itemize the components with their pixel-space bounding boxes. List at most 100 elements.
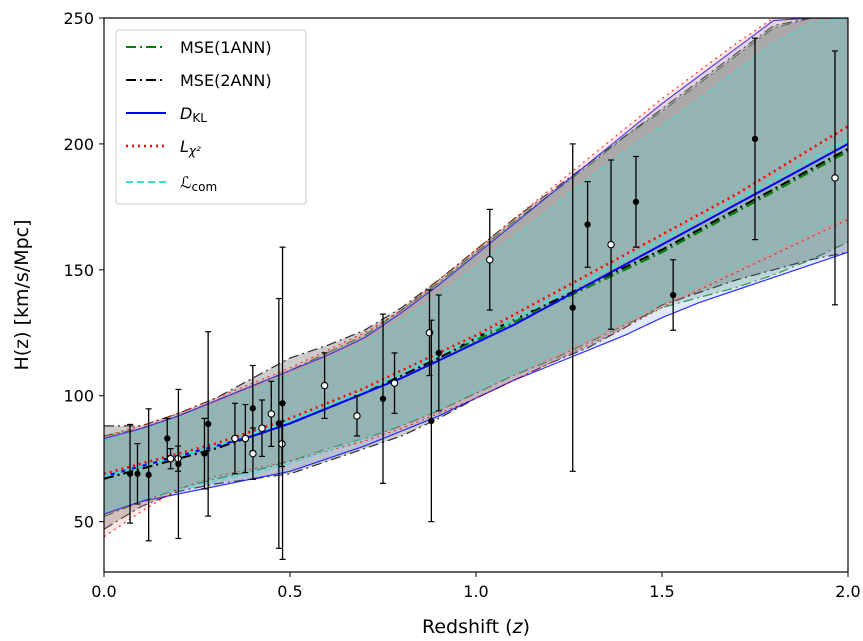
y-axis-ticks: 50 100 150 200 250: [63, 9, 104, 532]
legend: MSE(1ANN) MSE(2ANN) DKL Lχ² ℒcom: [115, 29, 307, 205]
data-point-10: [231, 402, 239, 475]
data-point-14: [258, 399, 266, 458]
data-marker: [435, 349, 442, 357]
band-3: [104, 18, 848, 515]
band-edge-3-upper: [104, 18, 848, 440]
series-line-2: [104, 148, 848, 480]
x-tick-label: 2.0: [835, 582, 860, 601]
y-tick-label: 50: [74, 513, 94, 532]
x-tick-label: 1.0: [463, 582, 488, 601]
data-marker: [258, 424, 266, 432]
data-marker: [320, 381, 329, 390]
data-point-30: [670, 259, 677, 331]
data-point-24: [428, 319, 435, 523]
band-4: [104, 18, 848, 537]
legend-label-lchi2: Lχ²: [180, 137, 201, 158]
data-point-33: [569, 143, 576, 472]
y-tick-label: 250: [63, 9, 94, 28]
data-point-23: [425, 289, 434, 377]
data-point-7: [175, 388, 182, 540]
data-marker: [201, 450, 208, 457]
data-point-21: [379, 313, 387, 484]
data-point-4: [164, 417, 171, 460]
data-marker: [670, 291, 677, 299]
data-point-2: [134, 442, 141, 505]
x-axis-ticks: 0.0 0.5 1.0 1.5 2.0: [91, 572, 861, 601]
band-2: [104, 18, 848, 530]
x-tick-label: 1.5: [649, 582, 674, 601]
data-marker: [134, 470, 141, 477]
data-point-27: [584, 181, 591, 268]
series-line-4: [104, 125, 848, 476]
band-edge-5-lower: [104, 213, 848, 513]
legend-label-mse2ann: MSE(2ANN): [180, 71, 272, 90]
data-marker: [249, 405, 256, 412]
data-marker: [231, 434, 239, 443]
data-point-8: [201, 417, 208, 490]
data-point-13: [249, 427, 257, 480]
x-tick-label: 0.0: [91, 582, 116, 601]
data-point-11: [241, 403, 250, 474]
data-point-15: [267, 380, 276, 447]
data-marker: [249, 449, 257, 458]
data-point-3: [145, 408, 152, 542]
data-marker: [379, 395, 387, 402]
observations: [126, 37, 839, 561]
data-point-19: [320, 352, 329, 419]
data-point-25: [435, 294, 442, 412]
data-point-5: [166, 448, 175, 470]
data-point-9: [205, 331, 212, 517]
band-edge-2-upper: [104, 18, 848, 427]
series-lines: [104, 125, 848, 480]
series-line-5: [104, 138, 848, 478]
band-edge-5-upper: [104, 18, 848, 442]
y-axis-title: H(z) [km/s/Mpc]: [11, 219, 33, 370]
legend-label-mse1ann: MSE(1ANN): [180, 38, 272, 57]
data-marker: [632, 198, 640, 205]
series-line-3: [104, 143, 848, 478]
data-point-22: [390, 352, 399, 414]
data-point-16: [275, 297, 282, 549]
data-marker: [390, 379, 399, 387]
data-marker: [353, 412, 361, 420]
data-marker: [607, 240, 615, 249]
data-marker: [569, 304, 576, 311]
data-point-29: [632, 155, 640, 248]
data-marker: [241, 434, 250, 443]
data-marker: [164, 435, 171, 442]
band-5: [104, 18, 848, 512]
y-tick-label: 150: [63, 261, 94, 280]
data-marker: [166, 454, 175, 463]
y-tick-label: 200: [63, 135, 94, 154]
data-marker: [267, 410, 276, 418]
confidence-bands: [104, 18, 848, 538]
data-point-28: [607, 159, 615, 330]
data-point-26: [486, 208, 494, 311]
data-point-1: [126, 423, 134, 524]
data-marker: [831, 174, 839, 182]
legend-box: [115, 29, 307, 205]
x-axis-title: Redshift (z): [422, 616, 530, 638]
data-marker: [126, 470, 134, 477]
data-marker: [145, 471, 152, 478]
data-marker: [751, 135, 759, 143]
legend-label-lcom: ℒcom: [180, 173, 217, 194]
band-edge-3-lower: [104, 251, 848, 515]
data-marker: [205, 420, 212, 428]
data-marker: [584, 221, 591, 228]
y-tick-label: 100: [63, 387, 94, 406]
data-marker: [279, 400, 286, 407]
x-tick-label: 0.5: [277, 582, 302, 601]
data-marker: [428, 417, 435, 425]
band-edge-2-lower: [104, 251, 848, 530]
data-marker: [486, 255, 494, 264]
legend-label-dkl: DKL: [180, 104, 207, 125]
band-edge-1-lower: [104, 241, 848, 518]
data-point-32: [831, 50, 839, 306]
data-point-20: [353, 395, 361, 437]
data-marker: [175, 460, 182, 468]
data-point-31: [751, 37, 759, 241]
data-point-18: [279, 246, 286, 561]
